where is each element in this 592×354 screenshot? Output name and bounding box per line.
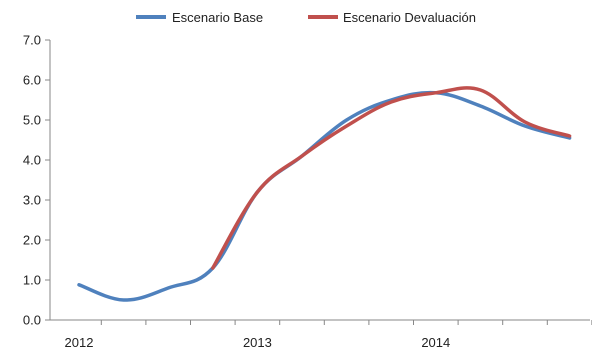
y-tick-label: 2.0 bbox=[23, 233, 41, 248]
x-tick-label: 2014 bbox=[421, 335, 450, 350]
y-tick-label: 7.0 bbox=[23, 33, 41, 48]
y-tick-label: 5.0 bbox=[23, 113, 41, 128]
y-tick-label: 0.0 bbox=[23, 313, 41, 328]
series-layer bbox=[77, 86, 572, 302]
x-axis: 2012 2013 2014 bbox=[50, 319, 592, 350]
series-line-escenario-devaluacion bbox=[211, 86, 572, 270]
series-line-escenario-base bbox=[77, 90, 572, 302]
legend-label-escenario-devaluacion: Escenario Devaluación bbox=[343, 10, 476, 25]
y-tick-label: 3.0 bbox=[23, 193, 41, 208]
y-tick-label: 1.0 bbox=[23, 273, 41, 288]
x-tick-label: 2013 bbox=[243, 335, 272, 350]
legend: Escenario Base Escenario Devaluación bbox=[136, 10, 476, 25]
y-tick-label: 6.0 bbox=[23, 73, 41, 88]
y-axis: 0.0 1.0 2.0 3.0 4.0 5.0 6.0 7.0 bbox=[23, 33, 51, 328]
legend-label-escenario-base: Escenario Base bbox=[172, 10, 263, 25]
x-tick-label: 2012 bbox=[65, 335, 94, 350]
y-tick-label: 4.0 bbox=[23, 153, 41, 168]
